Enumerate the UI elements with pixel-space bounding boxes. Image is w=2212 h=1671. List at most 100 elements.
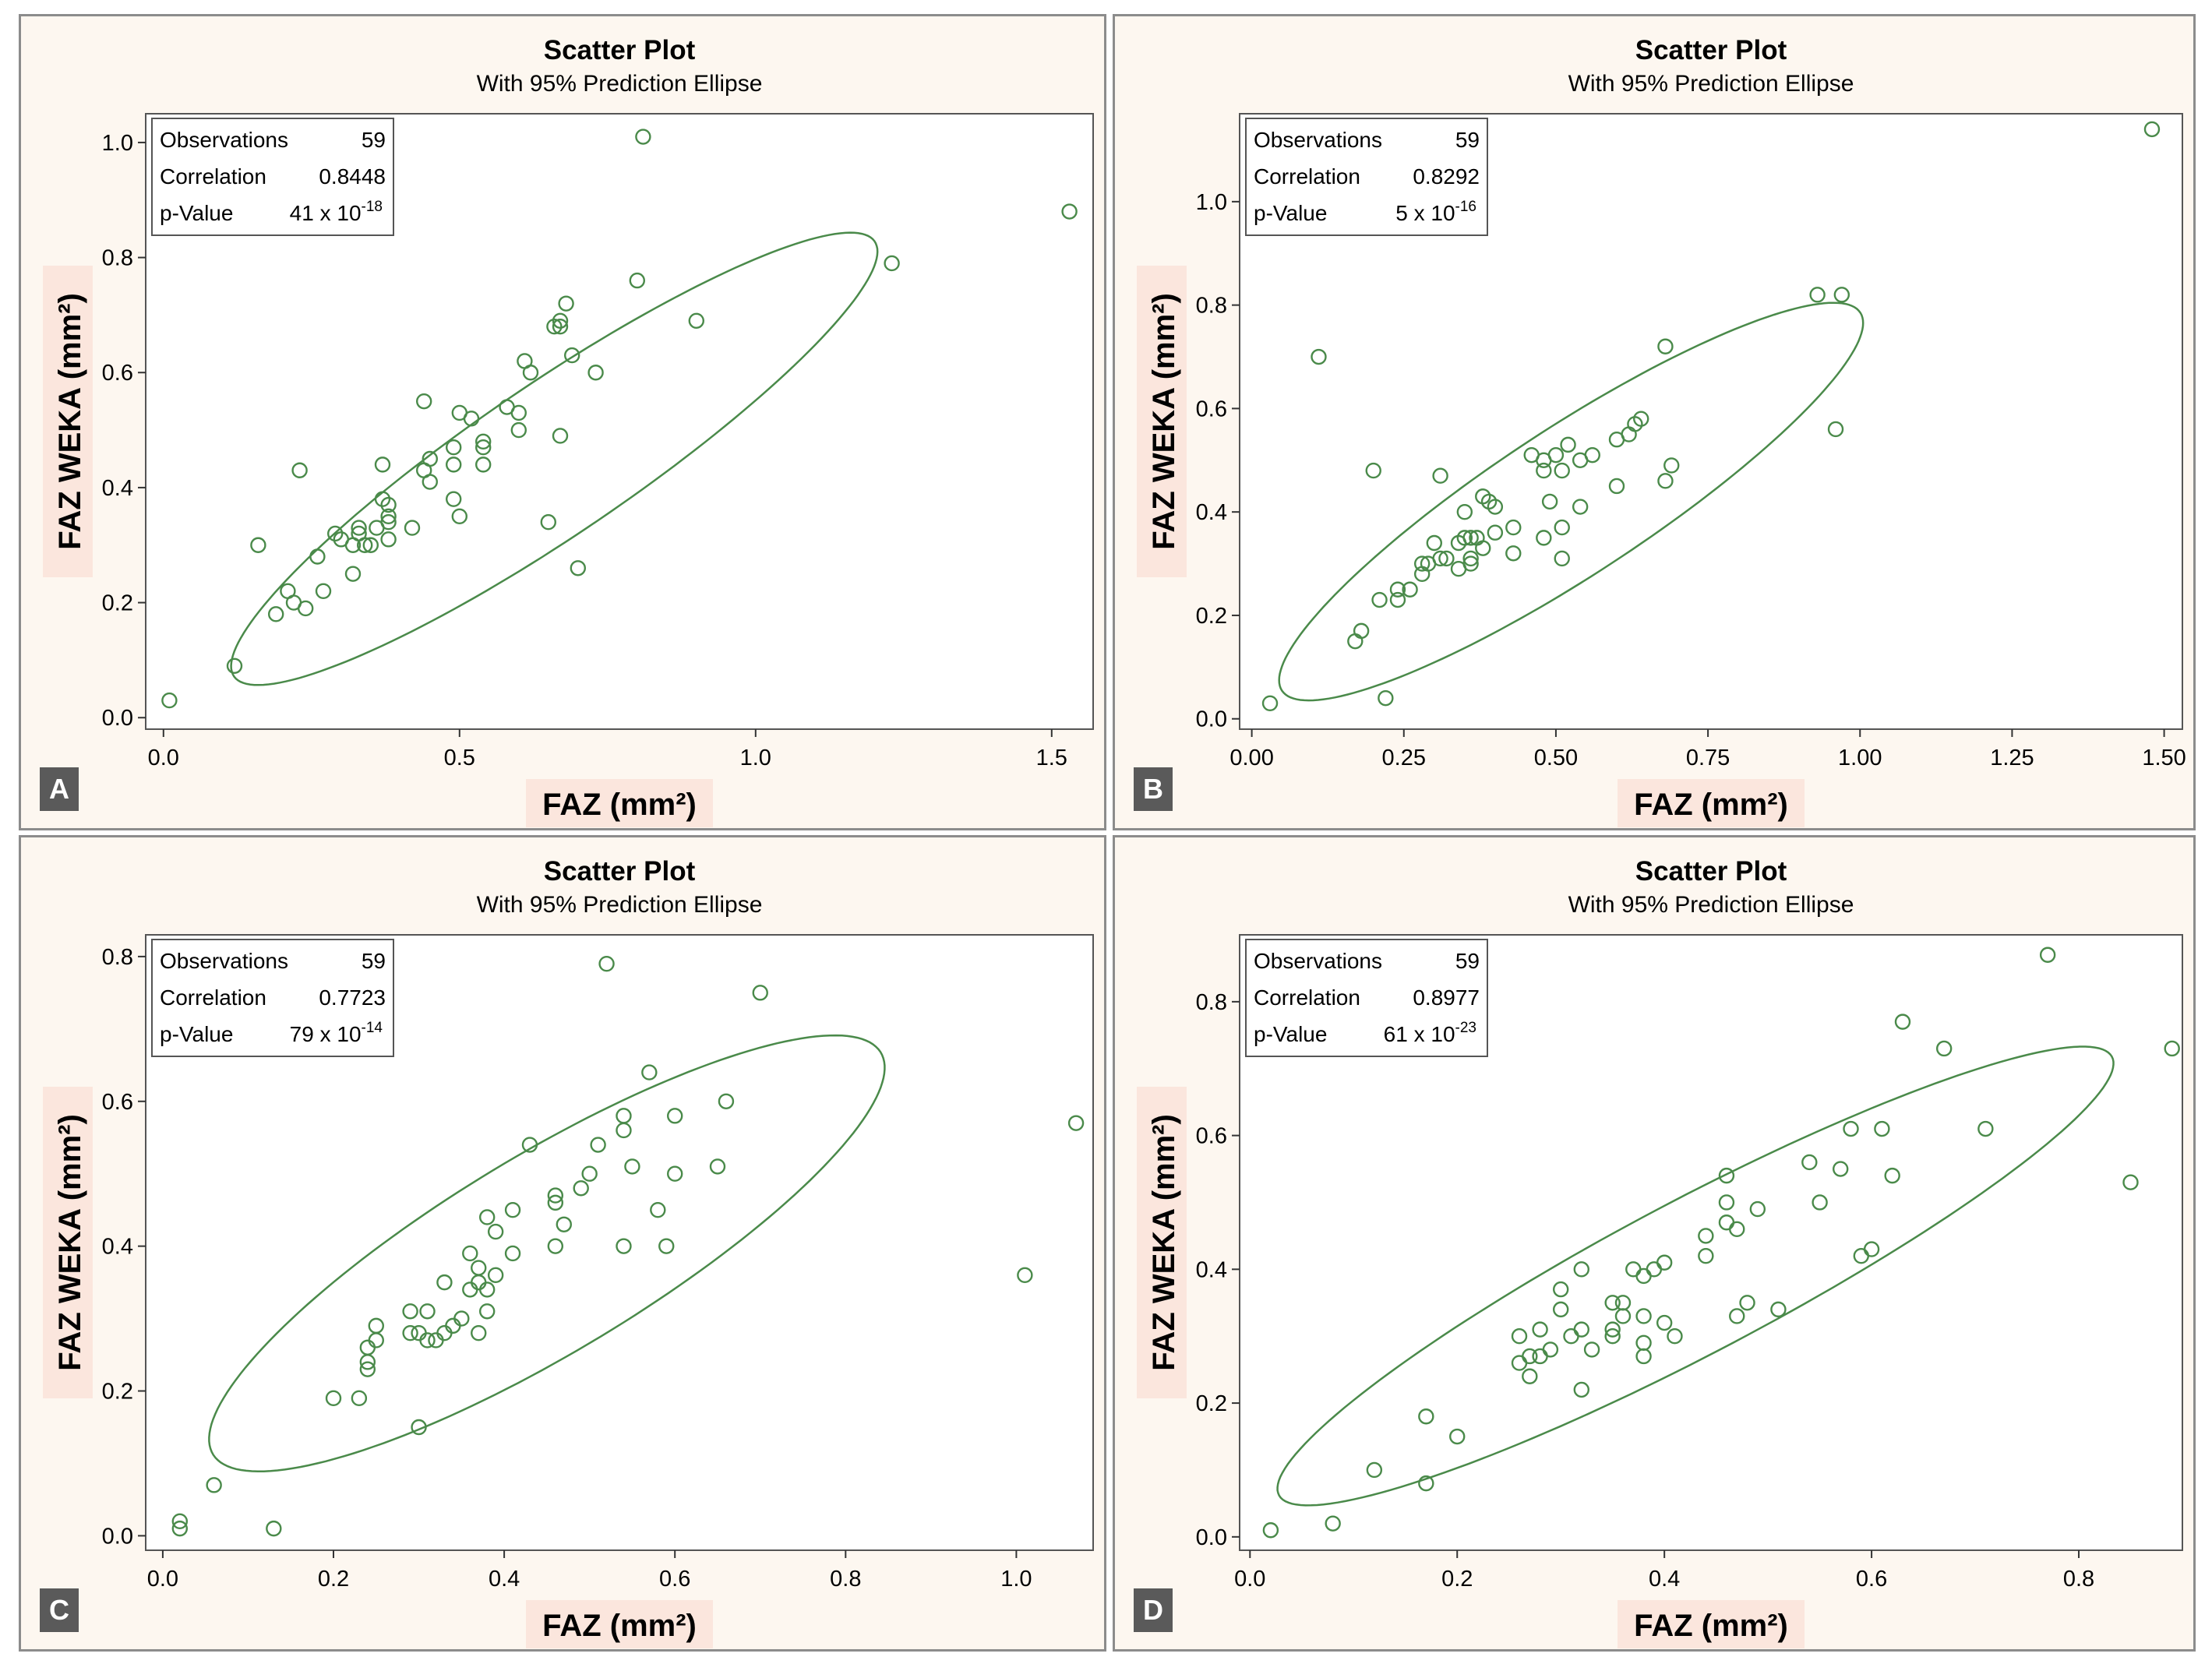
data-point	[1573, 1261, 1589, 1278]
data-point	[1487, 499, 1504, 515]
chart-title: Scatter Plot	[544, 35, 696, 65]
y-axis-label-bg	[43, 1087, 93, 1398]
y-tick-label: 0.0	[102, 706, 133, 731]
data-point	[402, 1324, 418, 1341]
data-point	[250, 537, 266, 553]
panel-letter-b: B	[1134, 767, 1173, 811]
data-point	[1017, 1267, 1033, 1284]
data-point	[1663, 457, 1680, 474]
x-tick-label: 1.5	[1036, 746, 1067, 770]
data-point	[1583, 1341, 1600, 1358]
stat-pvalue-label: p-Value	[160, 201, 233, 225]
stat-correlation-value: 0.7723	[319, 985, 386, 1010]
prediction-ellipse	[1278, 301, 1865, 702]
data-point	[564, 347, 580, 364]
stat-pvalue-label: p-Value	[1254, 1022, 1327, 1046]
data-point	[624, 1158, 640, 1175]
stat-observations-label: Observations	[1254, 128, 1382, 152]
data-point	[422, 450, 438, 467]
y-tick-label: 0.8	[102, 246, 133, 271]
y-tick-label: 0.6	[1196, 1124, 1227, 1149]
data-point	[402, 1303, 418, 1320]
data-point	[1935, 1040, 1953, 1057]
data-point	[504, 1245, 521, 1262]
data-point	[419, 1332, 436, 1348]
x-tick-label: 0.2	[318, 1567, 349, 1592]
stat-pvalue-exponent: -16	[1455, 199, 1476, 215]
data-point	[2039, 947, 2056, 963]
data-point	[315, 583, 332, 600]
chart-title: Scatter Plot	[544, 856, 696, 887]
data-point	[573, 1180, 589, 1197]
data-point	[291, 462, 308, 478]
panel-letter-c: C	[40, 1588, 79, 1632]
data-point	[1552, 1301, 1569, 1318]
y-tick-label: 0.6	[1196, 397, 1227, 421]
data-point	[1261, 695, 1279, 712]
data-point	[1541, 493, 1558, 510]
data-point	[1522, 1348, 1538, 1365]
data-point	[436, 1274, 453, 1291]
stat-correlation-value: 0.8977	[1413, 985, 1480, 1010]
scatter-plot-d: Scatter Plot With 95% Prediction Ellipse 0…	[1137, 856, 2183, 1648]
data-point	[688, 312, 704, 329]
stat-pvalue-value: 41 x 10-18	[290, 199, 383, 225]
data-point	[446, 457, 462, 473]
data-point	[206, 1477, 222, 1493]
data-point	[463, 411, 480, 427]
data-point	[1061, 203, 1078, 220]
chart-panel-b: Scatter Plot With 95% Prediction Ellipse 0…	[1113, 14, 2196, 830]
data-point	[1604, 1328, 1621, 1345]
stat-pvalue-label: p-Value	[160, 1022, 233, 1046]
data-point	[1432, 467, 1448, 484]
data-point	[556, 1216, 572, 1232]
data-point	[351, 520, 367, 536]
data-point	[709, 1158, 726, 1175]
x-tick-label: 0.4	[489, 1567, 520, 1592]
data-point	[1418, 1408, 1434, 1425]
data-point	[587, 365, 604, 381]
y-tick-label: 0.6	[102, 361, 133, 386]
data-point	[453, 1310, 470, 1327]
stats-box-border	[151, 939, 394, 1057]
data-point	[380, 508, 397, 525]
data-point	[2143, 121, 2161, 138]
data-point	[504, 1201, 521, 1218]
chart-title: Scatter Plot	[1635, 35, 1787, 65]
data-point	[1884, 1167, 1900, 1184]
data-point	[1554, 550, 1570, 567]
y-tick-label: 0.8	[1196, 990, 1227, 1015]
data-point	[1536, 462, 1552, 479]
data-point	[1843, 1120, 1859, 1137]
data-point	[1560, 436, 1576, 453]
data-point	[1698, 1228, 1714, 1244]
y-tick-label: 0.0	[1196, 1525, 1227, 1550]
data-point	[1505, 519, 1522, 536]
data-point	[1604, 1321, 1621, 1338]
data-point	[446, 439, 462, 456]
y-axis-label-bg	[43, 266, 93, 577]
data-point	[1635, 1308, 1652, 1324]
data-point	[1657, 473, 1674, 489]
data-point	[547, 1238, 564, 1254]
chart-title: Scatter Plot	[1635, 856, 1787, 887]
y-tick-label: 0.4	[102, 476, 133, 501]
x-axis-label: FAZ (mm²)	[1634, 788, 1788, 822]
stats-box: Observations 59 Correlation 0.8448 p-Value 41…	[151, 118, 394, 236]
data-point	[380, 531, 397, 548]
data-point	[1487, 524, 1504, 541]
data-point	[1067, 1115, 1085, 1131]
data-point	[1833, 287, 1850, 303]
data-point	[325, 1390, 342, 1407]
x-tick-label: 0.0	[1234, 1567, 1265, 1592]
data-point	[462, 1245, 478, 1262]
data-point	[552, 318, 569, 335]
data-point	[359, 1361, 376, 1377]
scatter-plot-c: Scatter Plot With 95% Prediction Ellipse 0…	[43, 856, 1094, 1648]
data-point	[374, 491, 391, 507]
stat-pvalue-base: 61 x 10	[1384, 1022, 1455, 1046]
stat-pvalue-base: 5 x 10	[1395, 201, 1455, 225]
stat-observations-value: 59	[362, 128, 386, 152]
x-tick-label: 0.50	[1534, 746, 1578, 770]
data-point	[547, 1194, 564, 1211]
